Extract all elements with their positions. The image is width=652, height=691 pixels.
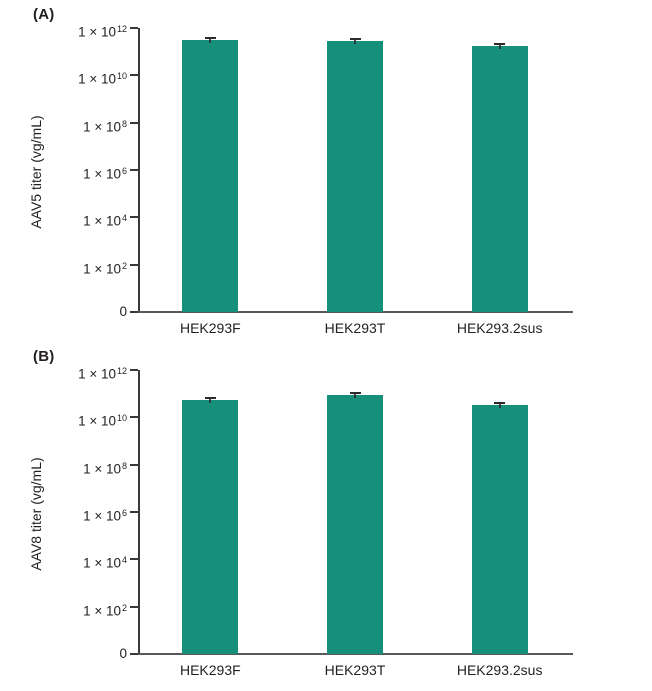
x-axis-labels: HEK293F HEK293T HEK293.2sus — [138, 28, 572, 336]
y-tick-mark — [130, 558, 138, 561]
y-tick-label: 1 × 1012 — [78, 24, 127, 40]
y-tick-label: 0 — [119, 646, 127, 661]
y-tick-mark — [130, 74, 138, 77]
y-tick-label: 1 × 1010 — [78, 71, 127, 87]
x-category-label: HEK293.2sus — [456, 320, 543, 336]
y-axis-ticks: 0 1 × 102 1 × 104 1 × 106 1 × 108 1 × 1010 1 ×… — [78, 366, 572, 661]
plot-area: 0 1 × 102 1 × 104 1 × 106 1 × 108 1 × 1010 1 ×… — [78, 366, 573, 678]
y-tick-label: 1 × 102 — [83, 260, 127, 277]
y-tick-label: 1 × 1012 — [78, 366, 127, 382]
error-bar-whisker — [498, 402, 501, 409]
y-tick-label: 1 × 102 — [83, 602, 127, 619]
y-tick-mark — [130, 416, 138, 419]
bars — [138, 370, 572, 654]
y-tick-mark — [130, 605, 138, 608]
x-axis-labels: HEK293F HEK293T HEK293.2sus — [138, 370, 572, 678]
plot-area: 0 1 × 102 1 × 104 1 × 106 1 × 108 1 × 1010 1 ×… — [78, 24, 573, 336]
y-tick-label: 1 × 104 — [83, 213, 127, 229]
y-tick-label: 1 × 106 — [83, 166, 127, 182]
y-tick-label: 1 × 106 — [83, 508, 127, 524]
y-axis-line — [138, 28, 140, 312]
bar-HEK293.2sus — [471, 405, 528, 654]
bar-HEK293T — [327, 395, 383, 654]
bar-HEK293F — [182, 40, 239, 312]
bar-HEK293.2sus — [471, 46, 528, 312]
bars — [138, 28, 572, 312]
error-bar-whisker — [209, 37, 212, 44]
panel-label-a: (A) — [33, 6, 55, 23]
y-tick-mark — [130, 27, 138, 29]
y-axis-line — [138, 370, 140, 654]
error-bar-whisker — [498, 43, 501, 50]
bar-HEK293F — [182, 400, 239, 654]
y-tick-mark — [130, 263, 138, 266]
y-tick-mark — [130, 653, 138, 655]
y-tick-mark — [130, 369, 138, 371]
y-tick-mark — [130, 511, 138, 513]
y-tick-label: 1 × 108 — [83, 118, 127, 135]
error-bar-whisker — [354, 38, 356, 45]
x-category-label: HEK293F — [179, 320, 241, 336]
panel-label-b: (B) — [33, 348, 55, 365]
x-category-label: HEK293.2sus — [456, 662, 543, 678]
y-tick-label: 1 × 108 — [83, 460, 127, 477]
y-tick-mark — [130, 121, 138, 124]
y-tick-mark — [130, 216, 138, 219]
x-category-label: HEK293T — [324, 662, 386, 678]
x-axis-line — [137, 653, 573, 655]
bar-HEK293T — [327, 41, 383, 312]
y-tick-mark — [130, 463, 138, 466]
y-tick-mark — [130, 311, 138, 313]
y-tick-label: 0 — [119, 304, 127, 319]
error-bar-whisker — [354, 392, 356, 398]
x-category-label: HEK293T — [324, 320, 386, 336]
x-category-label: HEK293F — [179, 662, 241, 678]
y-axis-ticks: 0 1 × 102 1 × 104 1 × 106 1 × 108 1 × 1010 1 ×… — [78, 24, 572, 319]
y-tick-label: 1 × 104 — [83, 555, 127, 571]
x-axis-line — [137, 311, 573, 313]
y-tick-label: 1 × 1010 — [78, 413, 127, 429]
error-bar-whisker — [209, 397, 212, 403]
y-tick-mark — [130, 169, 138, 171]
